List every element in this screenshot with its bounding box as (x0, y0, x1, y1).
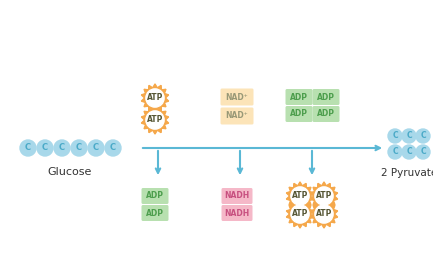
Text: ATP: ATP (292, 209, 308, 218)
Circle shape (37, 140, 53, 156)
Circle shape (20, 140, 36, 156)
Circle shape (291, 205, 309, 223)
Text: C: C (406, 148, 412, 157)
Text: ATP: ATP (316, 209, 332, 218)
Polygon shape (141, 106, 168, 134)
Text: C: C (93, 143, 99, 153)
Text: ADP: ADP (146, 192, 164, 200)
FancyBboxPatch shape (220, 108, 253, 125)
Circle shape (388, 145, 402, 159)
Text: C: C (110, 143, 116, 153)
Text: ATP: ATP (316, 192, 332, 200)
FancyBboxPatch shape (142, 205, 168, 221)
Text: ADP: ADP (290, 109, 308, 118)
Text: C: C (392, 148, 398, 157)
FancyBboxPatch shape (285, 89, 313, 105)
Text: C: C (25, 143, 31, 153)
Circle shape (416, 145, 430, 159)
Text: NAD⁺: NAD⁺ (226, 111, 249, 120)
Text: C: C (420, 132, 426, 141)
Circle shape (54, 140, 70, 156)
FancyBboxPatch shape (313, 89, 339, 105)
Text: NADH: NADH (224, 192, 250, 200)
FancyBboxPatch shape (285, 106, 313, 122)
FancyBboxPatch shape (222, 205, 252, 221)
Circle shape (88, 140, 104, 156)
Polygon shape (310, 200, 338, 228)
FancyBboxPatch shape (222, 188, 252, 204)
Text: NADH: NADH (224, 209, 250, 218)
Text: ADP: ADP (317, 92, 335, 102)
Circle shape (71, 140, 87, 156)
Circle shape (402, 129, 416, 143)
Circle shape (291, 187, 309, 205)
FancyBboxPatch shape (142, 188, 168, 204)
Circle shape (146, 111, 164, 129)
FancyBboxPatch shape (313, 106, 339, 122)
Circle shape (146, 89, 164, 107)
Circle shape (315, 205, 333, 223)
Circle shape (105, 140, 121, 156)
Text: C: C (420, 148, 426, 157)
Polygon shape (310, 182, 338, 210)
Polygon shape (286, 182, 313, 210)
Text: ADP: ADP (317, 109, 335, 118)
Circle shape (388, 129, 402, 143)
Text: C: C (392, 132, 398, 141)
Text: ATP: ATP (147, 115, 163, 125)
Circle shape (315, 187, 333, 205)
Text: C: C (59, 143, 65, 153)
Text: C: C (76, 143, 82, 153)
Text: ADP: ADP (290, 92, 308, 102)
FancyBboxPatch shape (220, 88, 253, 106)
Circle shape (416, 129, 430, 143)
Polygon shape (286, 200, 313, 228)
Text: ADP: ADP (146, 209, 164, 218)
Text: 2 Pyruvate: 2 Pyruvate (381, 168, 433, 178)
Text: ATP: ATP (147, 94, 163, 102)
Text: C: C (42, 143, 48, 153)
Text: ATP: ATP (292, 192, 308, 200)
Text: NAD⁺: NAD⁺ (226, 92, 249, 102)
Text: Glucose: Glucose (48, 167, 92, 177)
Circle shape (402, 145, 416, 159)
Polygon shape (141, 84, 168, 112)
Text: C: C (406, 132, 412, 141)
